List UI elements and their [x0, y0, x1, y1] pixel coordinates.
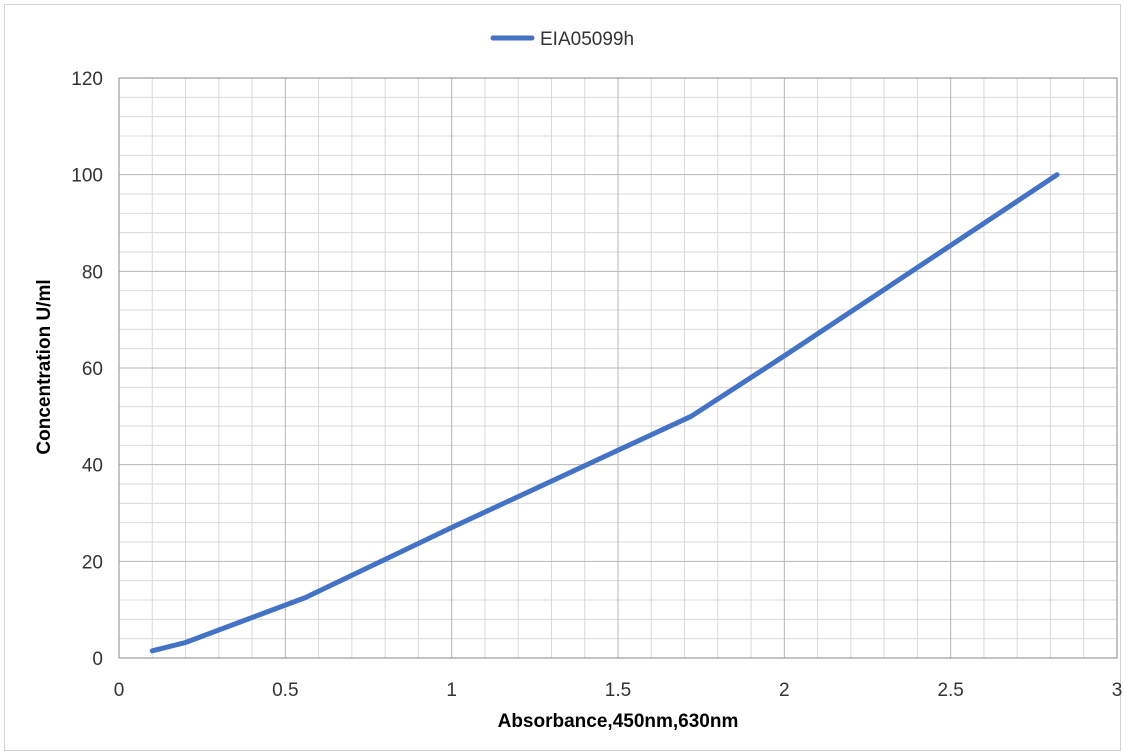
x-axis-title: Absorbance,450nm,630nm — [498, 711, 739, 732]
y-tick-label: 0 — [92, 649, 103, 670]
x-tick-label: 0.5 — [272, 680, 298, 701]
y-tick-label: 20 — [82, 552, 103, 573]
legend: EIA05099h — [490, 29, 634, 50]
y-axis-title: Concentration U/ml — [34, 279, 55, 454]
y-tick-labels: 0 20 40 60 80 100 120 — [71, 69, 103, 670]
x-tick-label: 3 — [1112, 680, 1123, 701]
plot-area-border — [118, 77, 1118, 659]
legend-label: EIA05099h — [540, 29, 634, 50]
x-tick-labels: 0 0.5 1 1.5 2 2.5 3 — [114, 680, 1123, 701]
series-layer — [149, 172, 1060, 654]
y-tick-label: 40 — [82, 456, 103, 477]
chart-frame — [4, 4, 1121, 751]
y-tick-label: 100 — [71, 166, 103, 187]
x-tick-label: 1 — [446, 680, 457, 701]
series-line — [149, 172, 1060, 654]
x-tick-label: 0 — [114, 680, 125, 701]
x-tick-label: 2.5 — [937, 680, 963, 701]
y-tick-label: 60 — [82, 359, 103, 380]
major-grid — [119, 78, 1117, 658]
y-tick-label: 120 — [71, 69, 103, 90]
x-tick-label: 1.5 — [605, 680, 631, 701]
y-tick-label: 80 — [82, 262, 103, 283]
x-tick-label: 2 — [779, 680, 790, 701]
